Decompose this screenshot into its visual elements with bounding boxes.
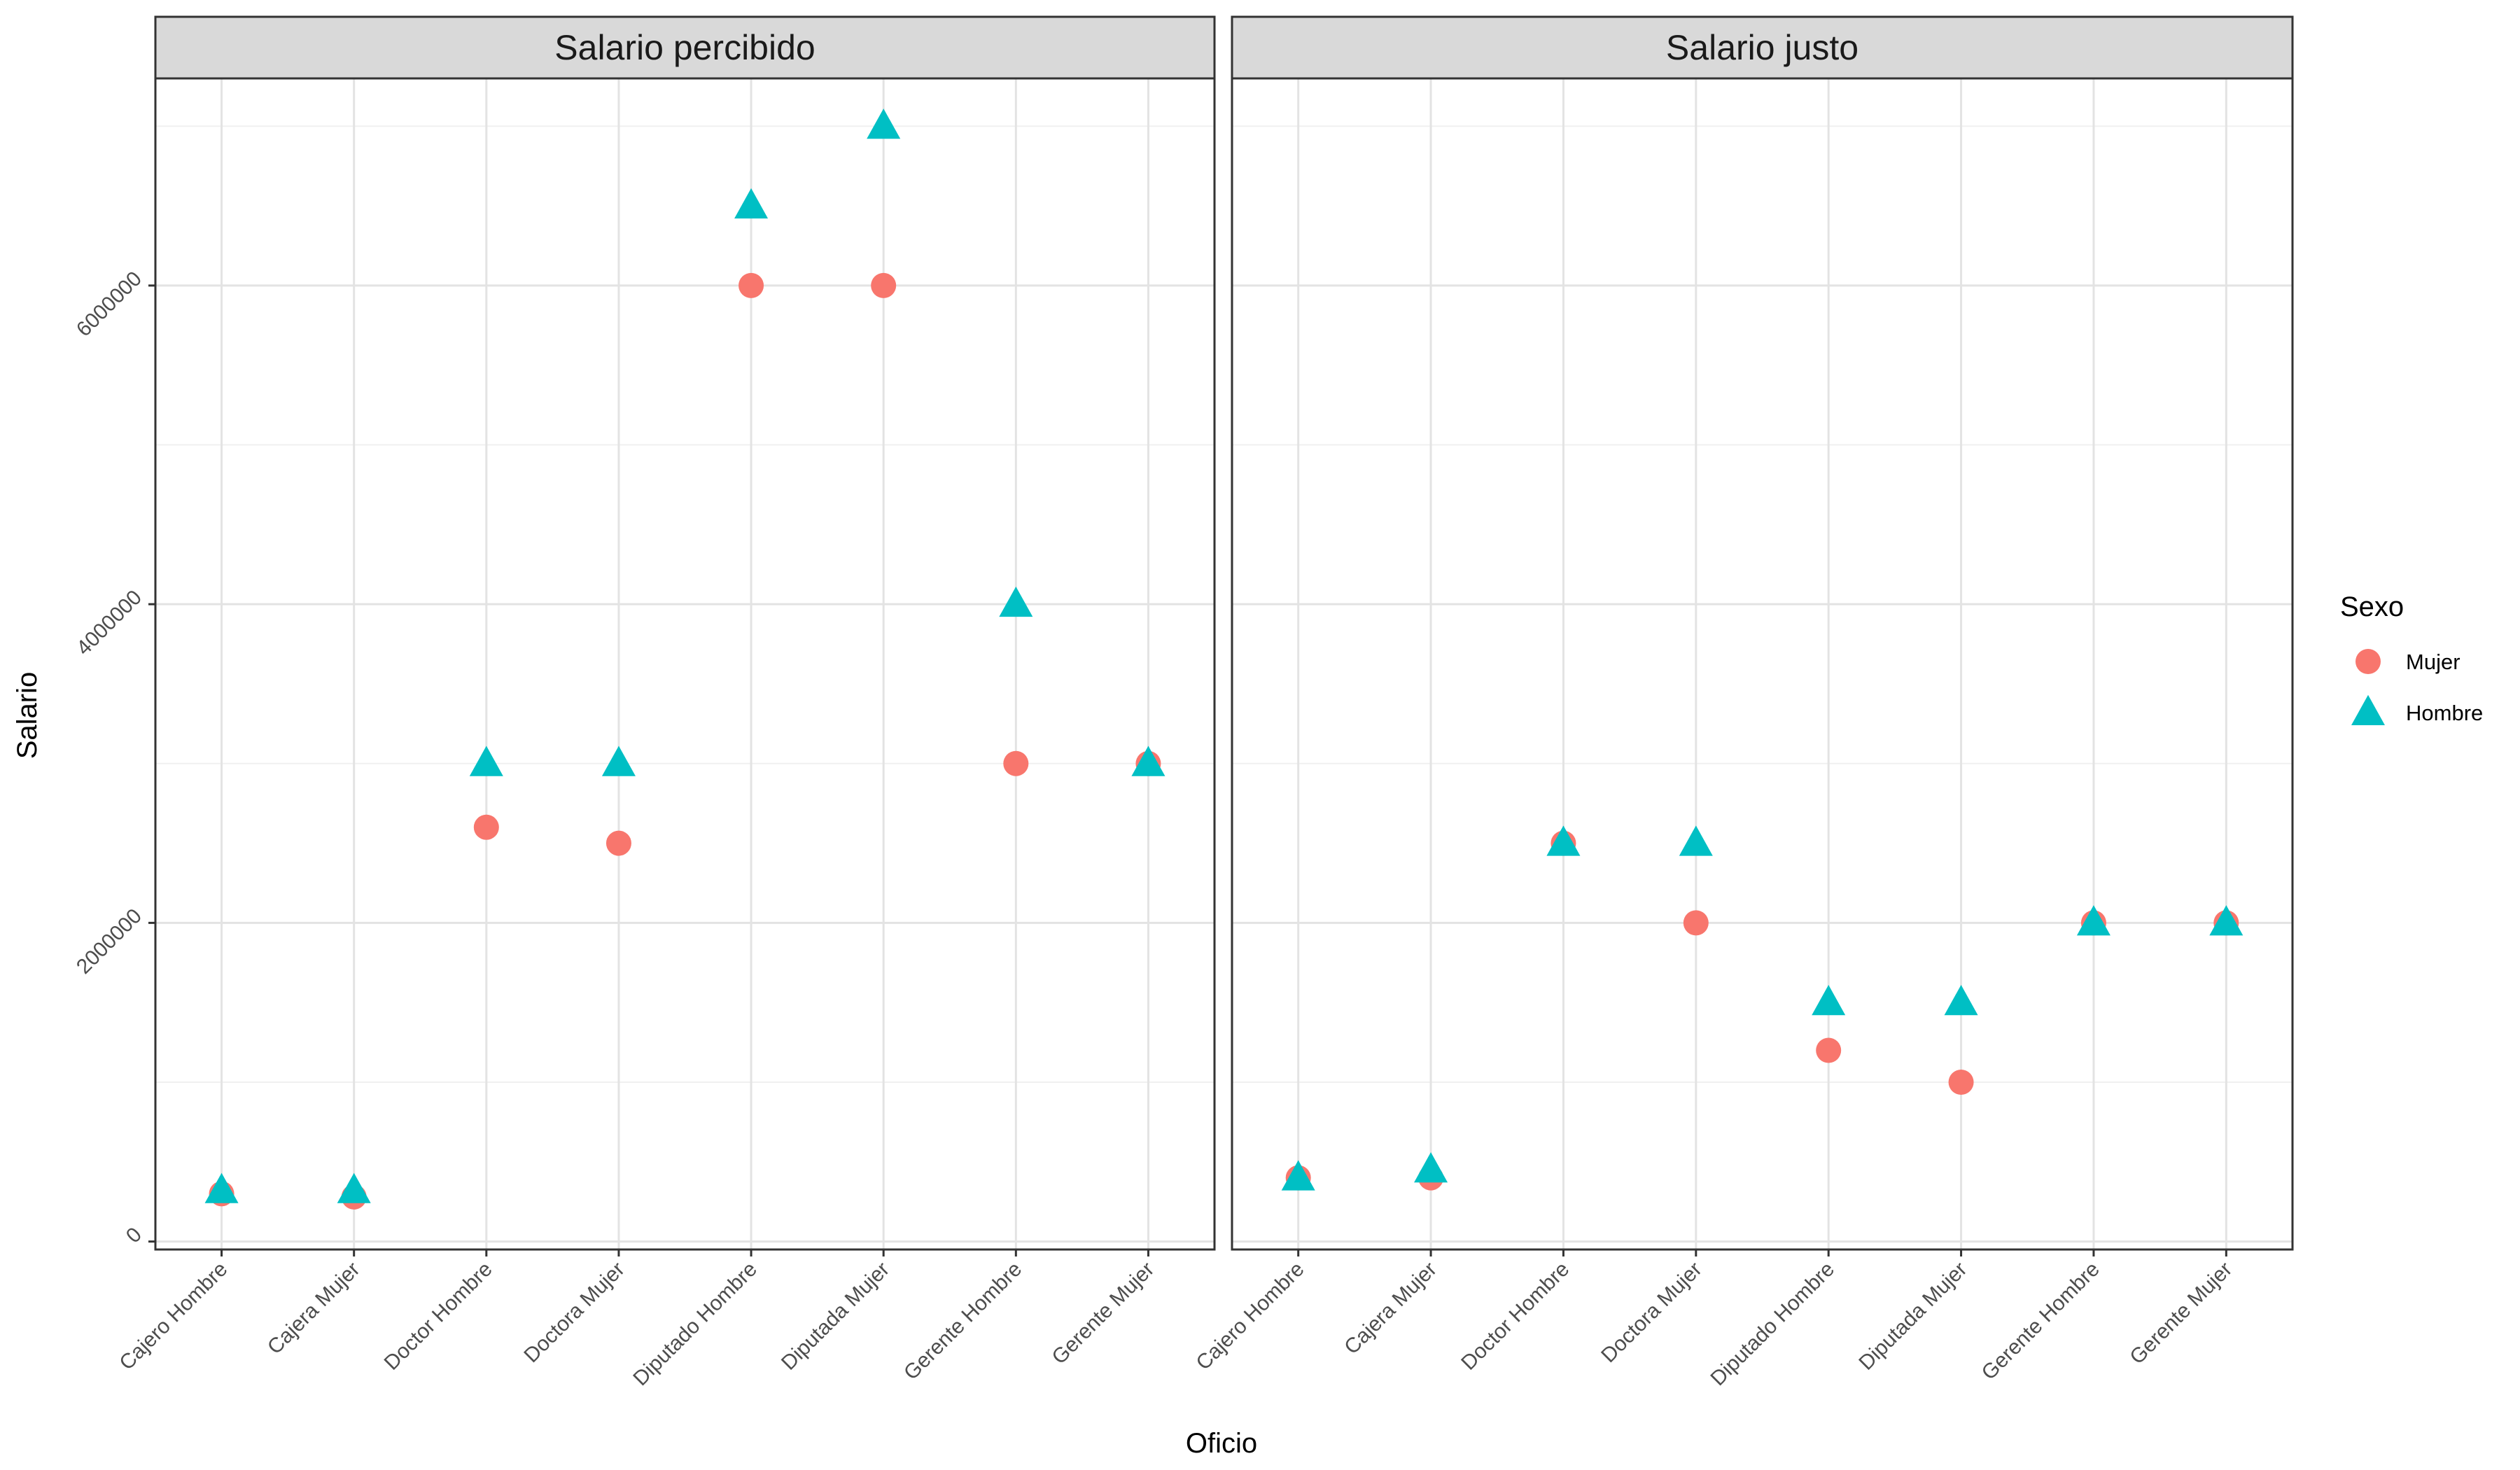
x-axis-title: Oficio — [1186, 1428, 1257, 1459]
x-tick-label: Doctor Hombre — [380, 1258, 497, 1375]
data-point-mujer — [606, 830, 631, 856]
data-point-hombre — [337, 1172, 371, 1203]
legend: Sexo Mujer Hombre — [2340, 592, 2483, 725]
data-point-hombre — [1812, 984, 1846, 1016]
data-point-hombre — [2209, 905, 2244, 936]
data-point-hombre — [734, 188, 769, 219]
panel-1: Salario percibido 0 2000000 4000000 6000000 C… — [72, 15, 1216, 1391]
facet-strip — [154, 15, 1216, 80]
data-point-mujer — [738, 272, 764, 298]
data-point-hombre — [1281, 1160, 1315, 1191]
x-tick-label: Diputada Mujer — [1854, 1258, 1971, 1375]
x-tick-label: Cajera Mujer — [1340, 1258, 1441, 1359]
legend-label-hombre: Hombre — [2406, 701, 2483, 725]
data-point-hombre — [2076, 905, 2110, 936]
legend-label-mujer: Mujer — [2406, 650, 2460, 674]
x-tick-label: Gerente Hombre — [1977, 1258, 2104, 1385]
data-point-hombre — [601, 746, 636, 776]
y-tick-label: 6000000 — [72, 267, 146, 342]
data-point-hombre — [1414, 1152, 1448, 1183]
legend-key-hombre — [2351, 694, 2385, 725]
data-point-mujer — [1948, 1070, 1974, 1095]
legend-title: Sexo — [2340, 592, 2404, 622]
data-point-mujer — [1003, 750, 1029, 776]
x-tick-label: Gerente Hombre — [899, 1258, 1026, 1385]
facet-strip-title: Salario percibido — [554, 28, 815, 67]
x-tick-label: Cajero Hombre — [1191, 1258, 1308, 1375]
data-point-hombre — [204, 1172, 239, 1203]
y-axis-title: Salario — [12, 672, 43, 760]
facet-strip-title: Salario justo — [1666, 28, 1858, 67]
x-tick-label: Diputado Hombre — [629, 1258, 762, 1391]
x-tick-label: Cajera Mujer — [263, 1258, 365, 1359]
y-tick-label: 0 — [122, 1223, 146, 1247]
data-point-hombre — [1546, 825, 1581, 856]
data-point-hombre — [999, 586, 1033, 617]
data-point-mujer — [871, 272, 897, 298]
x-tick-label: Doctora Mujer — [1597, 1258, 1707, 1368]
facet-strip — [1231, 15, 2294, 80]
data-point-hombre — [1679, 825, 1713, 856]
x-tick-label: Doctor Hombre — [1457, 1258, 1574, 1375]
x-tick-label: Diputado Hombre — [1707, 1258, 1840, 1391]
data-point-hombre — [1131, 746, 1166, 776]
data-point-mujer — [1816, 1037, 1842, 1063]
data-point-hombre — [867, 108, 901, 139]
x-tick-label: Diputada Mujer — [777, 1258, 894, 1375]
x-tick-label: Cajero Hombre — [115, 1258, 232, 1375]
plot-background — [155, 78, 1214, 1250]
x-tick-label: Gerente Mujer — [2125, 1258, 2236, 1369]
y-tick-label: 2000000 — [72, 904, 146, 979]
y-tick-label: 4000000 — [72, 586, 146, 660]
x-tick-label: Doctora Mujer — [519, 1258, 629, 1368]
plot-background — [1232, 78, 2292, 1250]
x-tick-label: Gerente Mujer — [1047, 1258, 1158, 1369]
data-point-hombre — [1944, 984, 1978, 1016]
data-point-hombre — [469, 746, 503, 776]
data-point-mujer — [473, 814, 499, 840]
data-point-mujer — [1683, 910, 1709, 936]
legend-key-mujer — [2356, 649, 2381, 674]
